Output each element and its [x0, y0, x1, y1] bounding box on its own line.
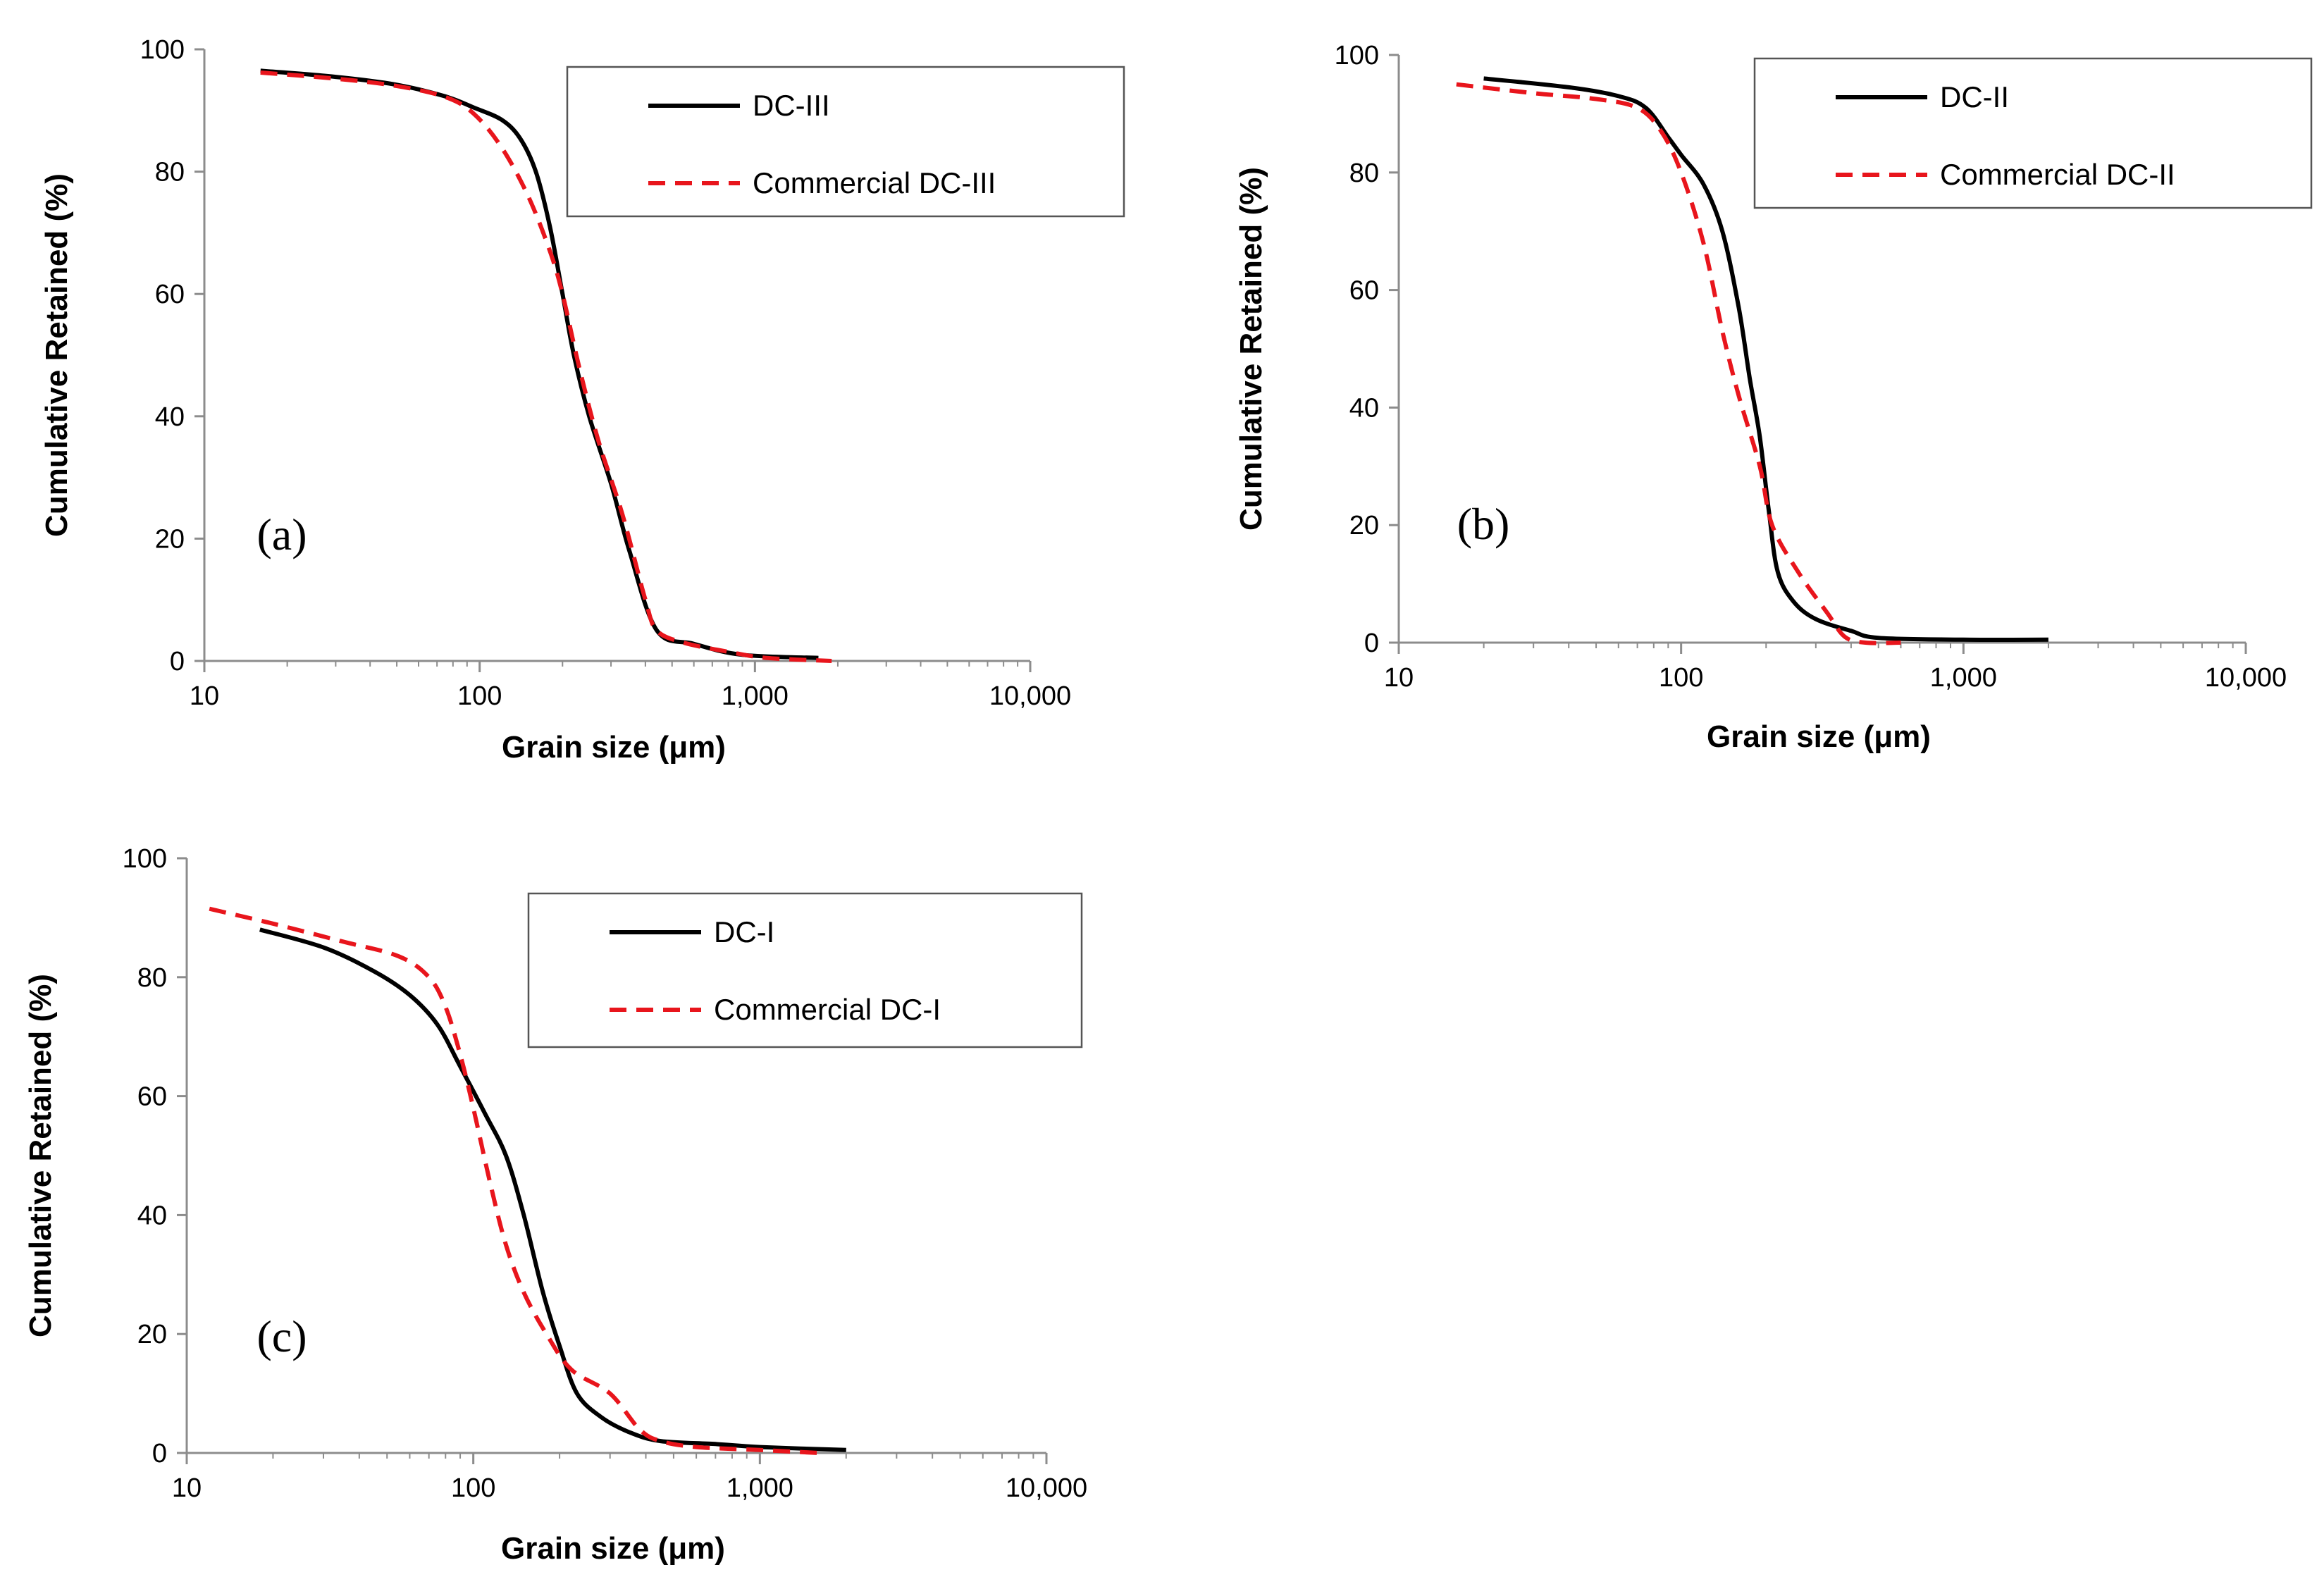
- chart-panel-3: 0 20 40 60 80 100 10 100 1,000 10,000 Grain size (…: [23, 844, 1087, 1566]
- y-tick-label: 20: [155, 524, 185, 554]
- panel-label: (a): [256, 509, 307, 559]
- y-tick-label: 0: [1364, 629, 1379, 658]
- y-tick-label: 60: [137, 1082, 167, 1112]
- x-tick-label: 10,000: [989, 681, 1071, 711]
- x-tick-label: 100: [457, 681, 502, 711]
- y-tick-label: 80: [155, 158, 185, 187]
- y-tick-label: 60: [155, 280, 185, 309]
- x-tick-label: 10: [190, 681, 219, 711]
- legend-label: DC-II: [1940, 80, 2009, 113]
- y-tick-label: 20: [137, 1320, 167, 1349]
- x-tick-label: 1,000: [727, 1473, 793, 1503]
- series-line-commercial: [260, 70, 832, 663]
- x-tick-label: 100: [1659, 663, 1703, 693]
- y-axis-title: Cumulative Retained (%): [39, 173, 74, 537]
- x-axis-title: Grain size (μm): [502, 730, 726, 765]
- y-tick-label: 80: [1349, 159, 1379, 188]
- legend-label: Commercial DC-I: [714, 993, 941, 1026]
- legend-label: DC-III: [753, 89, 830, 122]
- y-tick-label: 100: [123, 844, 167, 874]
- y-tick-label: 20: [1349, 511, 1379, 540]
- legend-label: Commercial DC-II: [1940, 158, 2175, 191]
- x-axis-title: Grain size (μm): [501, 1531, 725, 1566]
- panel-label: (c): [256, 1311, 307, 1361]
- legend-box: [566, 66, 1125, 218]
- chart-panel-1: 0 20 40 60 80 100 10 100 1,000 10,000 Grain size (…: [39, 35, 1125, 765]
- y-tick-label: 40: [137, 1201, 167, 1230]
- y-axis-title: Cumulative Retained (%): [23, 974, 58, 1337]
- y-tick-label: 100: [1335, 41, 1379, 70]
- y-tick-label: 80: [137, 963, 167, 993]
- y-axis-title: Cumulative Retained (%): [1234, 167, 1268, 531]
- x-tick-label: 1,000: [722, 681, 789, 711]
- legend-box: [527, 892, 1083, 1048]
- legend-label: Commercial DC-III: [753, 166, 996, 199]
- y-tick-label: 100: [140, 35, 185, 65]
- panel-label: (b): [1457, 499, 1510, 549]
- y-tick-label: 0: [170, 647, 185, 676]
- x-tick-label: 100: [451, 1473, 495, 1503]
- series-line-commercial: [1456, 82, 1901, 645]
- x-tick-label: 10,000: [1006, 1473, 1087, 1503]
- series-line-lab: [1483, 76, 2048, 642]
- x-tick-label: 1,000: [1930, 663, 1997, 693]
- x-tick-label: 10: [1384, 663, 1414, 693]
- series-line-lab: [259, 927, 846, 1452]
- legend-box: [1753, 57, 2313, 209]
- x-tick-label: 10: [172, 1473, 202, 1503]
- x-tick-label: 10,000: [2205, 663, 2287, 693]
- y-tick-label: 40: [1349, 393, 1379, 423]
- y-tick-label: 40: [155, 402, 185, 432]
- y-tick-label: 0: [152, 1439, 167, 1468]
- legend: DC-I Commercial DC-I: [527, 892, 1083, 1048]
- y-tick-label: 60: [1349, 276, 1379, 306]
- x-axis-title: Grain size (μm): [1707, 719, 1931, 754]
- legend-label: DC-I: [714, 915, 774, 948]
- chart-panel-2: 0 20 40 60 80 100 10 100 1,000 10,000 Grain size (…: [1234, 41, 2313, 754]
- legend: DC-II Commercial DC-II: [1753, 57, 2313, 209]
- legend: DC-III Commercial DC-III: [566, 66, 1125, 218]
